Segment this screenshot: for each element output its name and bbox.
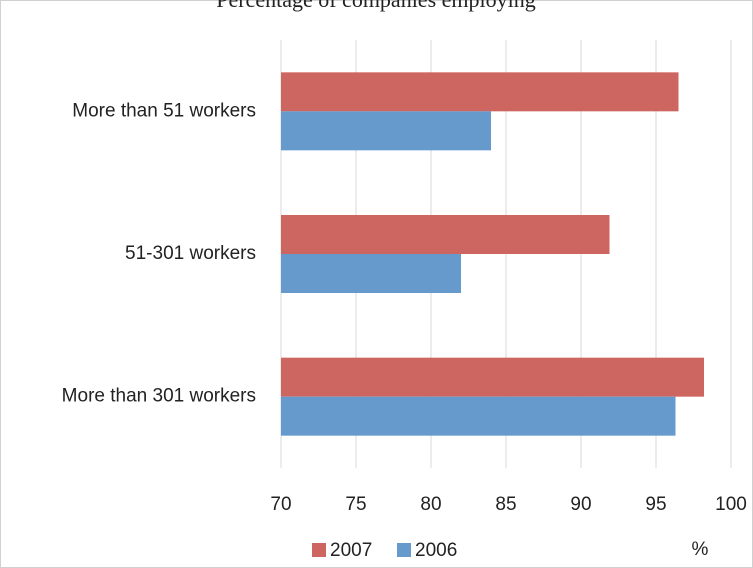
x-tick-label: 85 <box>495 494 516 515</box>
x-axis-label: % <box>692 539 709 560</box>
bar <box>281 215 610 254</box>
chart-title: Percentage of companies employing <box>216 0 536 12</box>
bar <box>281 111 491 151</box>
legend-label: 2007 <box>330 540 372 561</box>
legend-swatch <box>397 543 411 557</box>
bar <box>281 357 704 397</box>
x-tick-label: 75 <box>345 494 366 515</box>
x-tick-label: 80 <box>420 494 441 515</box>
y-tick-label: More than 301 workers <box>62 386 256 407</box>
legend-swatch <box>312 543 326 557</box>
y-tick-label: 51-301 workers <box>125 243 256 264</box>
x-tick-label: 70 <box>270 494 291 515</box>
bar <box>281 396 676 436</box>
legend-label: 2006 <box>415 540 457 561</box>
x-tick-label: 90 <box>570 494 591 515</box>
x-tick-label: 100 <box>715 494 747 515</box>
bar <box>281 72 679 112</box>
x-tick-label: 95 <box>645 494 666 515</box>
y-tick-label: More than 51 workers <box>72 100 256 121</box>
bar <box>281 254 461 293</box>
